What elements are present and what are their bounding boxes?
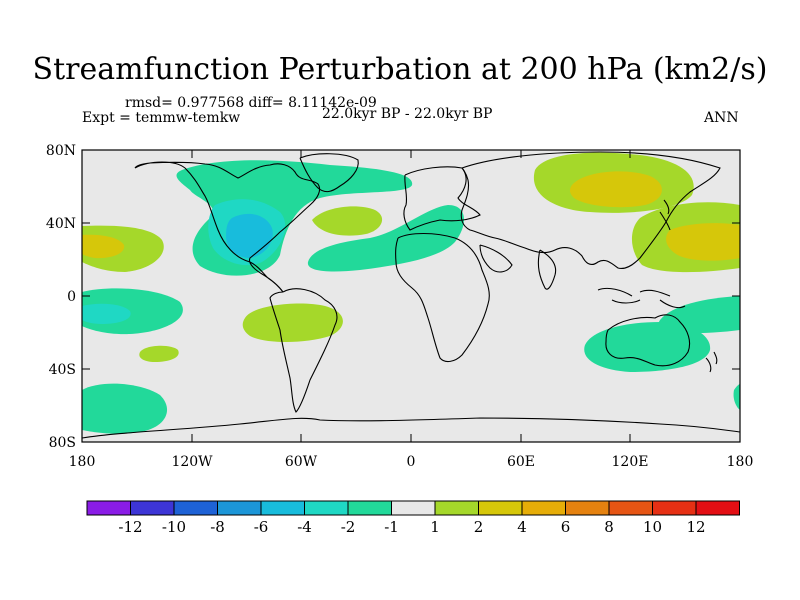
contour-epacific-core (82, 303, 131, 324)
lat-label: 80S (49, 435, 76, 451)
contour-europe-negative (307, 205, 465, 272)
coast-asia (460, 151, 721, 270)
colorbar-box (391, 500, 436, 516)
contour-wpacific-core (666, 223, 740, 261)
contour-fields (82, 152, 740, 434)
colorbar-label: -2 (340, 518, 356, 536)
colorbar-label: -10 (161, 518, 187, 536)
coast-greenland (299, 153, 359, 193)
colorbar-label: 2 (473, 518, 484, 536)
colorbar (86, 500, 740, 516)
colorbar-label: 6 (560, 518, 571, 536)
contour-australia-negative (584, 322, 711, 372)
period-label: 22.0kyr BP - 22.0kyr BP (322, 106, 493, 122)
colorbar-label: 10 (642, 518, 663, 536)
lon-label: 60W (285, 454, 318, 470)
colorbar-box (565, 500, 610, 516)
colorbar-box (347, 500, 392, 516)
coastlines (82, 151, 740, 439)
lon-label: 120E (612, 454, 649, 470)
colorbar-label: 1 (430, 518, 440, 536)
coast-japan (659, 199, 671, 231)
colorbar-box (608, 500, 653, 516)
lat-tick-labels: 80N 40N 0 40S 80S (46, 143, 76, 451)
coast-arabia (479, 244, 513, 273)
colorbar-label: 12 (686, 518, 706, 536)
coast-south-america (269, 288, 338, 413)
coast-india (537, 249, 557, 290)
colorbar-box (173, 500, 218, 516)
coast-se-asia-islands (597, 287, 686, 309)
contour-npacific-core (82, 234, 125, 259)
colorbar-label: 4 (517, 518, 527, 536)
coast-africa (395, 232, 490, 363)
lon-tick-marks (81, 150, 741, 442)
lat-label: 80N (46, 143, 76, 159)
contour-swpacific-negative (658, 296, 740, 334)
colorbar-label: -6 (253, 518, 269, 536)
plot-title: Streamfunction Perturbation at 200 hPa (… (32, 52, 768, 87)
contour-asia-core (569, 171, 662, 208)
colorbar-label: 8 (604, 518, 614, 536)
colorbar-box (86, 500, 131, 516)
experiment-label: Expt = temmw-temkw (82, 110, 241, 126)
colorbar-box (695, 500, 740, 516)
colorbar-box (130, 500, 175, 516)
lat-tick-marks (82, 149, 740, 443)
contour-atlantic-positive (312, 206, 383, 236)
lon-label: 180 (727, 454, 754, 470)
contour-na-core (226, 213, 273, 258)
colorbar-box (652, 500, 697, 516)
lon-label: 0 (407, 454, 416, 470)
colorbar-label: -12 (118, 518, 143, 536)
lon-label: 120W (171, 454, 213, 470)
colorbar-box (304, 500, 349, 516)
contour-spacific-small (139, 345, 179, 362)
colorbar-box (260, 500, 305, 516)
coast-north-america (134, 161, 321, 293)
lon-tick-labels: 180 120W 60W 0 60E 120E 180 (69, 454, 754, 470)
colorbar-box (217, 500, 262, 516)
colorbar-label: -8 (210, 518, 225, 536)
contour-southern-east-negative (733, 384, 740, 410)
season-label: ANN (704, 110, 739, 126)
colorbar-box (478, 500, 523, 516)
contour-southern-negative (82, 383, 168, 434)
lat-label: 0 (67, 289, 76, 305)
colorbar-box (521, 500, 566, 516)
coast-new-zealand (705, 351, 718, 373)
rmsd-diff-label: rmsd= 0.977568 diff= 8.11142e-09 (125, 95, 377, 111)
colorbar-label: -4 (297, 518, 312, 536)
lat-label: 40N (46, 216, 76, 232)
coast-antarctica (82, 417, 740, 439)
colorbar-box (434, 500, 479, 516)
lat-label: 40S (49, 362, 76, 378)
lon-label: 60E (507, 454, 535, 470)
coast-australia (605, 314, 691, 367)
lon-label: 180 (69, 454, 96, 470)
contour-samerica-positive (242, 303, 343, 342)
colorbar-label: -1 (384, 518, 399, 536)
